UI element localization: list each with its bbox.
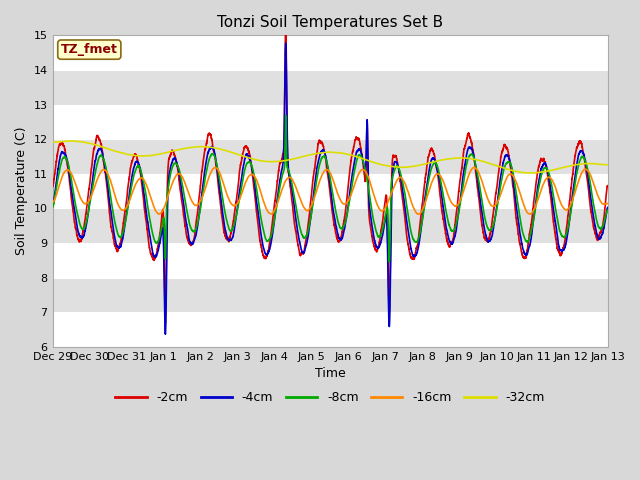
Bar	[52, 243, 607, 277]
Bar	[52, 36, 607, 70]
Text: TZ_fmet: TZ_fmet	[61, 43, 118, 56]
Bar	[52, 105, 607, 139]
X-axis label: Time: Time	[315, 367, 346, 380]
Legend: -2cm, -4cm, -8cm, -16cm, -32cm: -2cm, -4cm, -8cm, -16cm, -32cm	[110, 386, 550, 409]
Bar	[52, 312, 607, 347]
Title: Tonzi Soil Temperatures Set B: Tonzi Soil Temperatures Set B	[217, 15, 443, 30]
Bar	[52, 174, 607, 208]
Y-axis label: Soil Temperature (C): Soil Temperature (C)	[15, 127, 28, 255]
